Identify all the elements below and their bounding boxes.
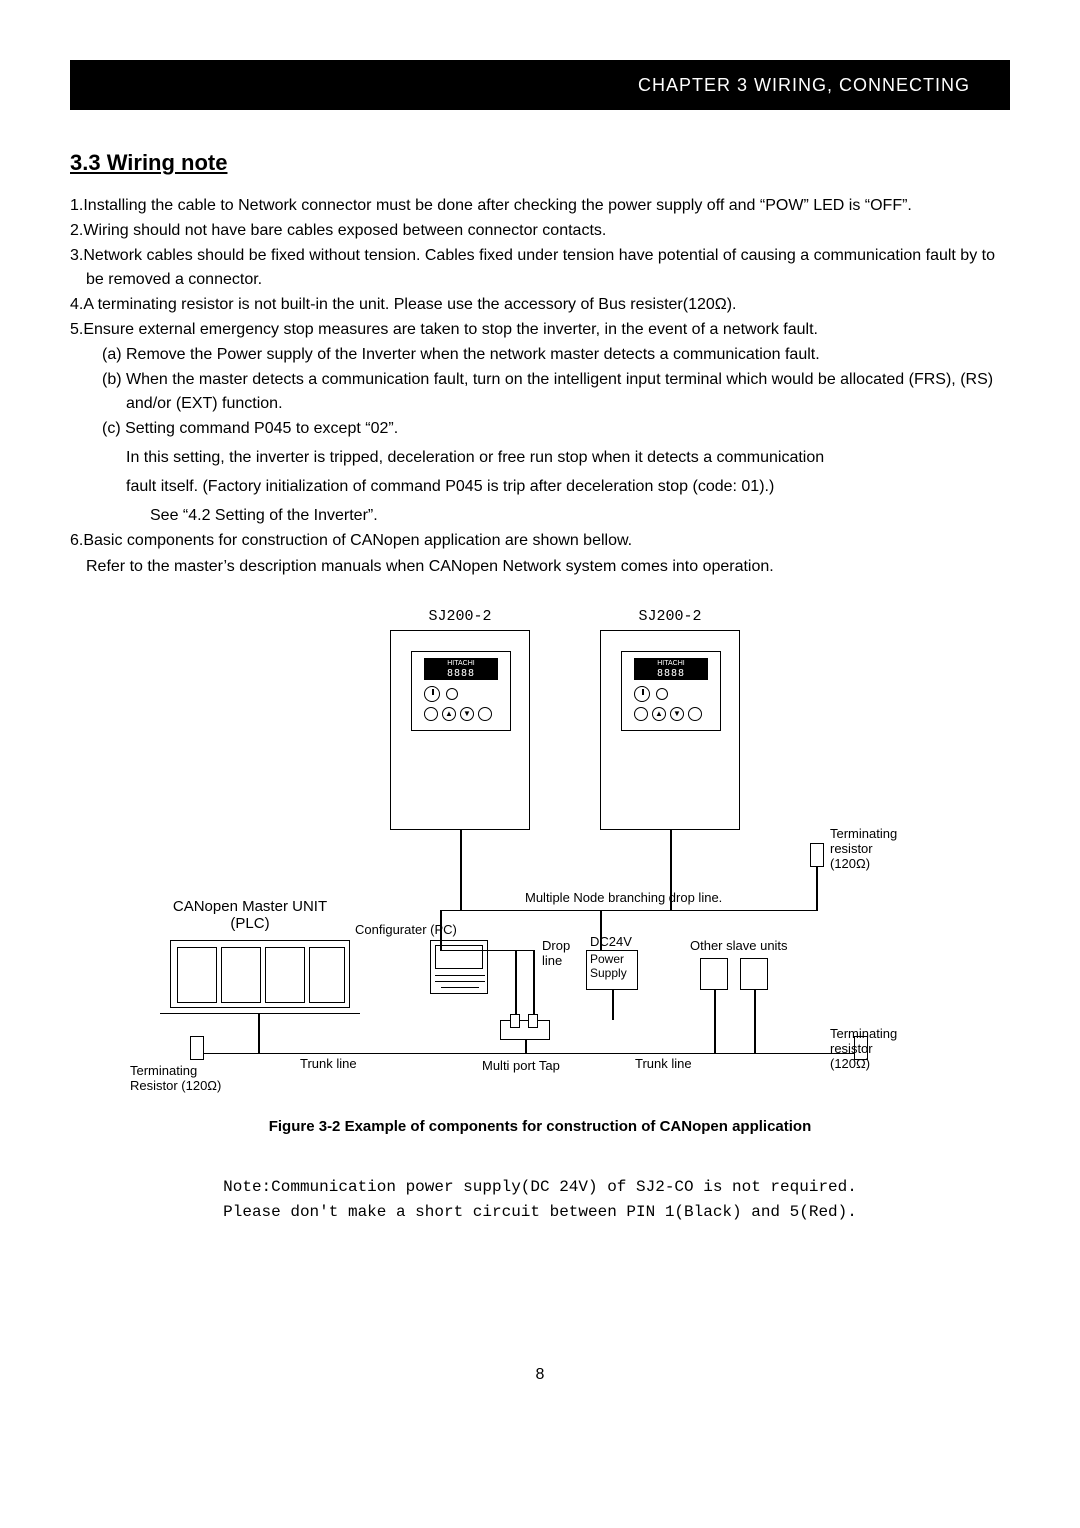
tap-port-1 — [510, 1014, 520, 1028]
slave-box-2 — [740, 958, 768, 990]
plc-label: CANopen Master UNIT (PLC) — [150, 898, 350, 932]
pc-kb3 — [441, 987, 479, 989]
chapter-header: CHAPTER 3 WIRING, CONNECTING — [70, 60, 1010, 110]
pc-kb2 — [435, 981, 485, 983]
slave-drop-1 — [714, 990, 716, 1053]
inverter2-box: HITACHI 8888 ▲ ▼ — [600, 630, 740, 830]
note-5a: (a) Remove the Power supply of the Inver… — [70, 343, 1010, 366]
trunk-label-left: Trunk line — [300, 1056, 357, 1071]
knob-icon — [446, 688, 458, 700]
tap-feed-1 — [515, 990, 517, 1014]
plc-slot — [265, 947, 305, 1003]
btn-icon — [478, 707, 492, 721]
note-line2: Please don't make a short circuit betwee… — [70, 1200, 1010, 1226]
plc-slot — [177, 947, 217, 1003]
pc-screen — [435, 945, 483, 969]
section-heading: 3.3 Wiring note — [70, 150, 1010, 176]
term-res-top-stem — [816, 867, 818, 910]
page-number: 8 — [70, 1366, 1010, 1384]
note-6b: Refer to the master’s description manual… — [70, 555, 1010, 578]
inverter2-display: HITACHI 8888 — [634, 658, 708, 680]
btn-dn-icon: ▼ — [460, 707, 474, 721]
dial-icon — [634, 686, 650, 702]
term-res-left-label: Terminating Resistor (120Ω) — [130, 1063, 221, 1093]
button-row: ▲ ▼ — [424, 707, 492, 721]
term-res-left-box — [190, 1036, 204, 1060]
inverter1-label: SJ200-2 — [390, 608, 530, 625]
plc-box — [170, 940, 350, 1008]
term-res-top-box — [810, 843, 824, 867]
tap-feed-2 — [533, 990, 535, 1014]
note-1: 1.Installing the cable to Network connec… — [70, 194, 1010, 217]
note-5b: (b) When the master detects a communicat… — [70, 368, 1010, 414]
pc-kb1 — [435, 975, 485, 977]
btn-up-icon: ▲ — [442, 707, 456, 721]
tap-top-bridge — [440, 950, 535, 952]
chapter-title: CHAPTER 3 WIRING, CONNECTING — [638, 75, 970, 96]
inverter1-stem — [460, 830, 462, 910]
pc-box — [430, 940, 488, 994]
knob-row — [424, 686, 458, 702]
note-6a: 6.Basic components for construction of C… — [70, 529, 1010, 552]
plc-label-l2: (PLC) — [150, 915, 350, 932]
knob-icon — [656, 688, 668, 700]
slave-drop-2 — [754, 990, 756, 1053]
note-5c: (c) Setting command P045 to except “02”. — [70, 417, 1010, 440]
trunk-line — [200, 1053, 860, 1055]
note-3: 3.Network cables should be fixed without… — [70, 244, 1010, 290]
other-slaves-label: Other slave units — [690, 938, 788, 953]
figure-caption: Figure 3-2 Example of components for con… — [70, 1118, 1010, 1135]
canopen-diagram: SJ200-2 HITACHI 8888 ▲ ▼ — [130, 608, 950, 1088]
tap-bottom — [525, 1040, 527, 1053]
note-block: Note:Communication power supply(DC 24V) … — [70, 1175, 1010, 1226]
pc-label: Configurater (PC) — [355, 922, 457, 937]
inverter2-label: SJ200-2 — [600, 608, 740, 625]
term-res-top-label: Terminating resistor (120Ω) — [830, 826, 897, 871]
btn-dn-icon: ▼ — [670, 707, 684, 721]
note-5c-detail3: See “4.2 Setting of the Inverter”. — [70, 504, 1010, 527]
inverter1-display: HITACHI 8888 — [424, 658, 498, 680]
plc-slot — [309, 947, 345, 1003]
plc-drop — [258, 1013, 260, 1053]
multi-tap-label: Multi port Tap — [482, 1058, 560, 1073]
btn-up-icon: ▲ — [652, 707, 666, 721]
display-segments: 8888 — [425, 669, 497, 679]
note-5: 5.Ensure external emergency stop measure… — [70, 318, 1010, 341]
branch-line — [440, 910, 818, 912]
note-2: 2.Wiring should not have bare cables exp… — [70, 219, 1010, 242]
dial-icon — [424, 686, 440, 702]
body-text: 1.Installing the cable to Network connec… — [70, 194, 1010, 578]
btn-icon — [634, 707, 648, 721]
tap-stem-2 — [533, 950, 535, 990]
trunk-label-right: Trunk line — [635, 1056, 692, 1071]
plc-base — [160, 1013, 360, 1015]
button-row: ▲ ▼ — [634, 707, 702, 721]
multi-tap-box — [500, 1020, 550, 1040]
dc24v-label: DC24V — [590, 934, 632, 949]
plc-label-l1: CANopen Master UNIT — [150, 898, 350, 915]
note-line1: Note:Communication power supply(DC 24V) … — [70, 1175, 1010, 1201]
plc-slot — [221, 947, 261, 1003]
display-segments: 8888 — [635, 669, 707, 679]
note-5c-detail2: fault itself. (Factory initialization of… — [70, 475, 1010, 498]
tap-stem-1 — [515, 950, 517, 990]
tap-port-2 — [528, 1014, 538, 1028]
slave-box-1 — [700, 958, 728, 990]
knob-row — [634, 686, 668, 702]
btn-icon — [424, 707, 438, 721]
note-5c-detail1: In this setting, the inverter is tripped… — [70, 446, 1010, 469]
drop-line-label: Drop line — [542, 938, 570, 968]
inverter2-panel: HITACHI 8888 ▲ ▼ — [621, 651, 721, 731]
btn-icon — [688, 707, 702, 721]
term-res-right-label: Terminating resistor (120Ω) — [830, 1026, 897, 1071]
power-drop — [612, 990, 614, 1020]
power-supply-label: Power Supply — [590, 952, 627, 980]
inverter1-panel: HITACHI 8888 ▲ ▼ — [411, 651, 511, 731]
note-4: 4.A terminating resistor is not built-in… — [70, 293, 1010, 316]
inverter1-box: HITACHI 8888 ▲ ▼ — [390, 630, 530, 830]
multi-node-label: Multiple Node branching drop line. — [525, 890, 722, 905]
